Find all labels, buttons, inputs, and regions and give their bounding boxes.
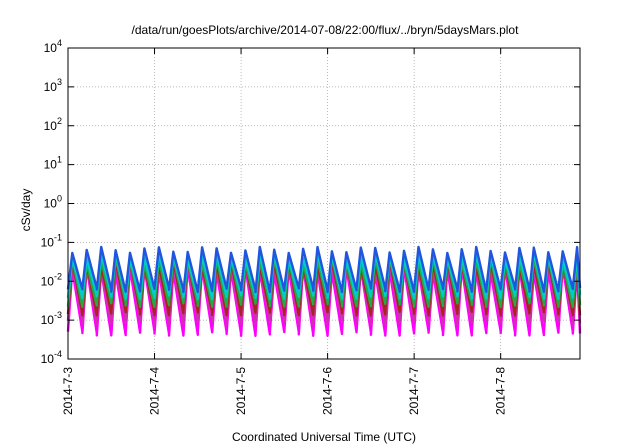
series-line (66, 261, 582, 326)
series-line (66, 265, 582, 337)
y-tick-label: 100 (44, 194, 62, 211)
y-tick-label: 10-2 (41, 271, 62, 288)
x-tick-label: 2014-7-5 (234, 367, 248, 415)
y-tick-label: 101 (44, 155, 62, 172)
series-line (66, 251, 582, 301)
y-axis-label: cSv/day (19, 189, 33, 232)
chart-title: /data/run/goesPlots/archive/2014-07-08/2… (132, 23, 520, 37)
x-tick-label: 2014-7-7 (407, 367, 421, 415)
series-line (66, 258, 582, 317)
x-tick-label: 2014-7-3 (61, 367, 75, 415)
y-tick-label: 10-1 (41, 232, 62, 249)
x-tick-label: 2014-7-4 (148, 367, 162, 415)
y-tick-label: 102 (44, 116, 62, 133)
x-axis-label: Coordinated Universal Time (UTC) (232, 430, 416, 444)
series-group (66, 245, 582, 337)
y-axis: 10-4 10-3 10-2 10-1 100 101 102 103 104 (41, 38, 580, 366)
x-tick-label: 2014-7-6 (321, 367, 335, 415)
x-tick-label: 2014-7-8 (494, 367, 508, 415)
series-line (66, 256, 582, 308)
y-tick-label: 104 (44, 38, 62, 55)
x-axis: 2014-7-3 2014-7-4 2014-7-5 2014-7-6 2014-7-7… (61, 48, 508, 415)
y-tick-label: 10-4 (41, 349, 62, 366)
y-tick-label: 103 (44, 77, 62, 94)
series-line (66, 245, 582, 294)
y-tick-label: 10-3 (41, 310, 62, 327)
